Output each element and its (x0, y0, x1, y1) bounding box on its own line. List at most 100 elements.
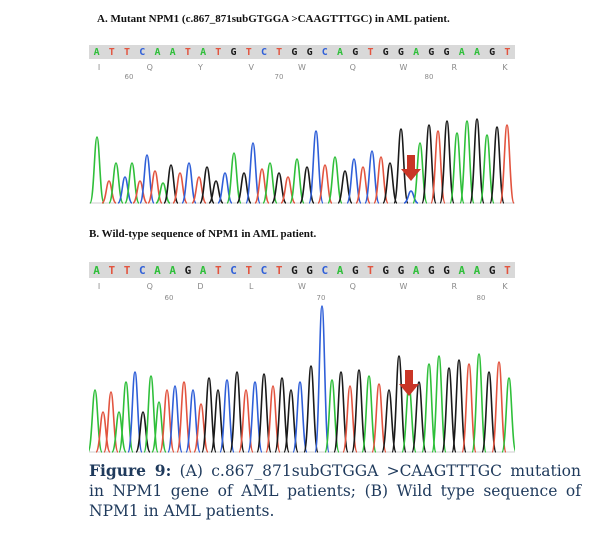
trace-peak (199, 166, 215, 204)
base-call: G (231, 47, 237, 58)
trace-peak (327, 156, 343, 204)
amino-acid-label: W (400, 282, 408, 291)
base-call: A (413, 47, 419, 58)
amino-acid-label: D (197, 282, 203, 291)
amino-acid-label: I (98, 282, 100, 291)
base-call: A (459, 47, 465, 58)
amino-acid-label: Q (350, 282, 356, 291)
trace-peak (89, 136, 105, 204)
trace-peak (499, 124, 515, 204)
trace-peak (254, 168, 270, 204)
amino-acid-label: R (451, 282, 457, 291)
position-label: 80 (425, 73, 434, 81)
trace-peak (181, 162, 197, 204)
base-call: T (245, 264, 252, 277)
figure-caption: Figure 9: (A) c.867_871subGTGGA >CAAGTTT… (89, 461, 581, 521)
base-call: T (124, 47, 130, 58)
trace-peak (479, 134, 495, 204)
amino-acid-label: L (249, 282, 254, 291)
base-call: G (428, 264, 435, 277)
base-call: T (109, 264, 116, 277)
base-call: A (169, 264, 176, 277)
amino-acid-label: R (451, 63, 457, 72)
trace-peak (501, 377, 515, 453)
trace-peak (441, 367, 457, 453)
trace-peak (89, 389, 103, 453)
trace-peak (317, 164, 333, 204)
base-call: T (367, 264, 374, 277)
trace-peak (451, 359, 467, 453)
trace-peak (151, 401, 167, 453)
base-call: A (200, 264, 207, 277)
chromatogram-a: A T T C A A T A T G T C T G G C A G T G G A G G A A G TI Q Y V W Q W R K60 7… (89, 45, 515, 204)
trace-peak (471, 353, 487, 453)
base-call: G (352, 264, 359, 277)
base-call: T (276, 47, 282, 58)
base-call: C (322, 47, 328, 58)
trace-peak (391, 355, 407, 453)
base-call: G (383, 47, 389, 58)
base-call: A (474, 264, 481, 277)
base-call: C (230, 264, 237, 277)
amino-acid-label: W (298, 63, 306, 72)
trace-peak (155, 182, 171, 204)
trace-peak (421, 363, 437, 453)
panel-b-title: B. Wild-type sequence of NPM1 in AML pat… (89, 228, 317, 240)
base-call: G (306, 264, 313, 277)
base-call: T (367, 47, 373, 58)
position-label: 70 (275, 73, 284, 81)
trace-peak (132, 180, 148, 204)
trace-peak (135, 411, 151, 453)
base-call: C (261, 47, 267, 58)
panel-a-title: A. Mutant NPM1 (c.867_871subGTGGA >CAAGT… (97, 13, 450, 25)
mutation-arrow-icon (401, 155, 421, 181)
base-call: T (504, 264, 511, 277)
base-call: T (185, 47, 191, 58)
trace-peak (117, 176, 133, 204)
base-call: G (291, 47, 297, 58)
base-call: T (124, 264, 131, 277)
trace-peak (491, 361, 507, 453)
base-call: A (154, 47, 160, 58)
base-call: A (154, 264, 161, 277)
base-call-bar (89, 262, 515, 278)
trace-peak (303, 365, 319, 453)
trace-peak (393, 128, 409, 204)
base-call: G (489, 264, 496, 277)
base-call: A (474, 47, 480, 58)
chromatogram-panel-b: A T T C A A G A T C T C T G G C A G T G G A G G A A G T I Q D L W Q W R K 60 7… (89, 262, 515, 454)
caption-text: (A) c.867_871subGTGGA >CAAGTTTGC mutatio… (89, 462, 581, 520)
amino-acid-label: I (98, 63, 100, 72)
amino-acid-label: Q (147, 63, 153, 72)
trace-peak (193, 403, 209, 453)
trace-peak (111, 411, 127, 453)
base-call: C (139, 47, 145, 58)
base-call: T (215, 264, 222, 277)
base-call-bar (89, 45, 515, 59)
trace-peak (139, 154, 155, 204)
base-call: C (322, 264, 329, 277)
amino-acid-label: W (400, 63, 408, 72)
caption-label: Figure 9: (89, 461, 172, 480)
base-call: A (170, 47, 176, 58)
base-call: T (109, 47, 115, 58)
trace-peak (351, 369, 367, 453)
base-call: G (428, 47, 434, 58)
base-call: G (398, 264, 405, 277)
base-call: T (246, 47, 252, 58)
base-call: G (444, 47, 450, 58)
trace-peak (143, 375, 159, 453)
trace-peak (481, 371, 497, 453)
base-call: G (382, 264, 389, 277)
amino-acid-label: K (502, 282, 508, 291)
trace-peak (403, 190, 419, 204)
amino-acid-label: Q (350, 63, 356, 72)
trace-peak (381, 389, 397, 453)
base-call: G (352, 47, 358, 58)
base-call: G (185, 264, 192, 277)
trace-peak (459, 120, 475, 204)
chromatogram-b: A T T C A A G A T C T C T G G C A G T G G A G G A A G TI Q D L W Q W R K60 7… (89, 262, 515, 453)
amino-acid-label: K (502, 63, 508, 72)
position-label: 80 (477, 294, 486, 302)
base-call: C (139, 264, 146, 277)
